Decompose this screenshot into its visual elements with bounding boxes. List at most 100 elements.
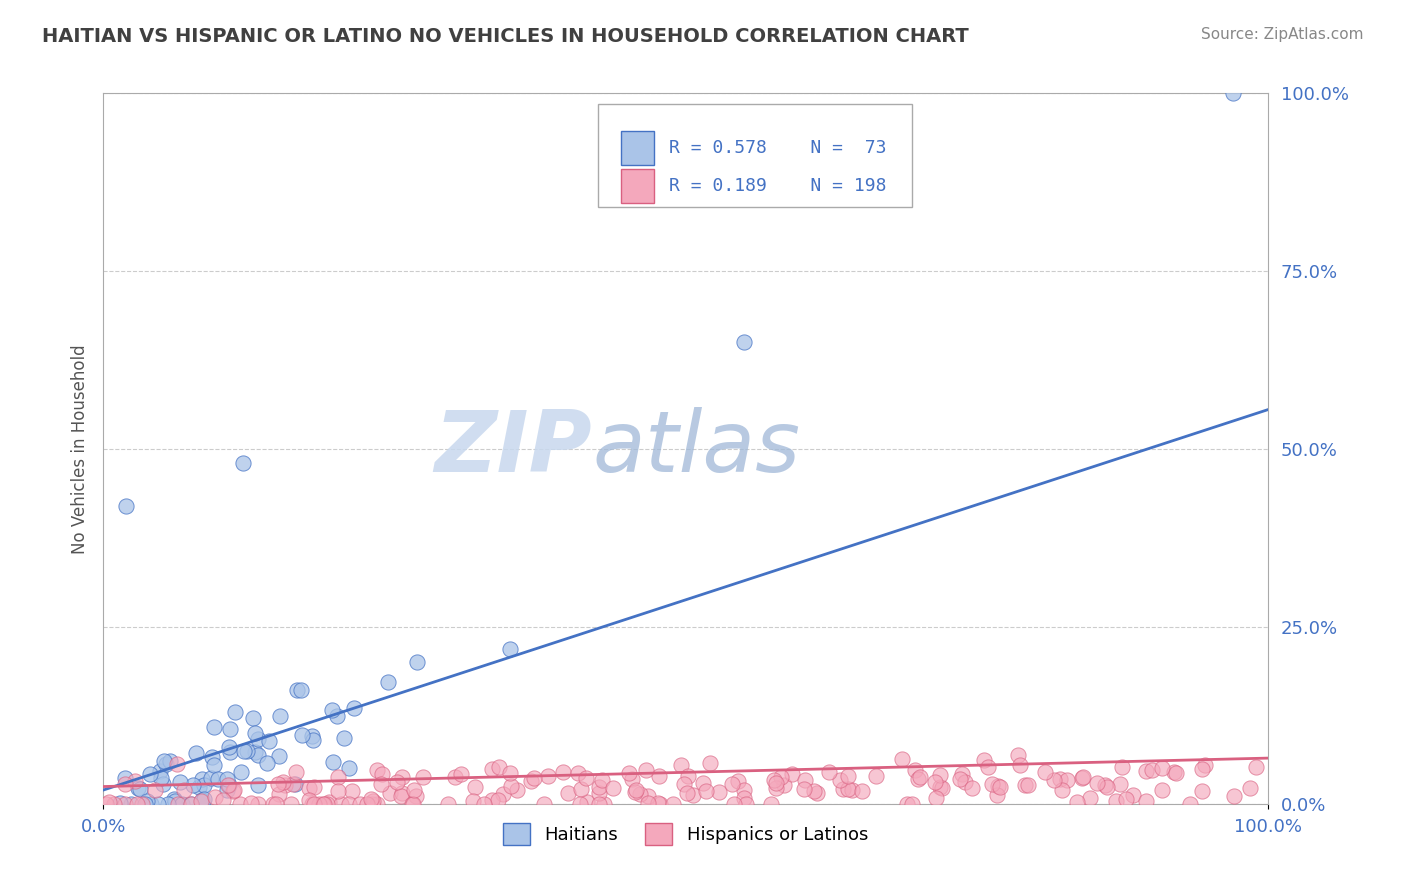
Point	[793, 781, 815, 796]
Point	[391, 786, 413, 800]
Point	[232, 456, 254, 470]
Point	[135, 794, 157, 808]
Point	[1033, 765, 1056, 780]
Point	[326, 784, 349, 798]
Point	[312, 797, 335, 812]
Point	[120, 797, 142, 811]
Point	[166, 756, 188, 771]
Point	[98, 796, 121, 810]
Point	[243, 726, 266, 740]
Point	[537, 769, 560, 783]
Point	[280, 797, 302, 812]
Point	[152, 777, 174, 791]
Point	[474, 797, 496, 812]
Point	[1178, 797, 1201, 812]
Point	[506, 782, 529, 797]
Point	[267, 749, 290, 764]
Point	[1014, 778, 1036, 792]
Point	[1071, 771, 1094, 785]
Point	[131, 797, 153, 812]
Point	[987, 779, 1010, 793]
Point	[1066, 795, 1088, 809]
Point	[950, 767, 973, 781]
Point	[624, 782, 647, 797]
Point	[114, 771, 136, 785]
Point	[865, 769, 887, 783]
Point	[1152, 782, 1174, 797]
Point	[662, 797, 685, 812]
Point	[360, 791, 382, 805]
Point	[128, 782, 150, 797]
Point	[499, 642, 522, 657]
Point	[623, 785, 645, 799]
Point	[890, 752, 912, 766]
Point	[817, 764, 839, 779]
Point	[436, 797, 458, 812]
Point	[1164, 765, 1187, 780]
Point	[337, 797, 360, 812]
Point	[247, 778, 270, 792]
Point	[318, 795, 340, 809]
Text: atlas: atlas	[592, 408, 800, 491]
Point	[215, 772, 238, 786]
Point	[924, 775, 946, 789]
Point	[676, 786, 699, 800]
Point	[588, 797, 610, 812]
Point	[201, 750, 224, 764]
Point	[256, 756, 278, 770]
Point	[837, 769, 859, 783]
Point	[301, 797, 323, 812]
Point	[647, 796, 669, 810]
Point	[557, 786, 579, 800]
Point	[450, 766, 472, 780]
Point	[114, 797, 136, 812]
Point	[733, 791, 755, 805]
Point	[488, 760, 510, 774]
Point	[617, 765, 640, 780]
Point	[1105, 794, 1128, 808]
Point	[326, 709, 349, 723]
Point	[931, 780, 953, 795]
Point	[219, 745, 242, 759]
Text: ZIP: ZIP	[434, 408, 592, 491]
Point	[333, 731, 356, 746]
Point	[499, 779, 522, 793]
Point	[1071, 770, 1094, 784]
Text: HAITIAN VS HISPANIC OR LATINO NO VEHICLES IN HOUSEHOLD CORRELATION CHART: HAITIAN VS HISPANIC OR LATINO NO VEHICLE…	[42, 27, 969, 45]
Point	[699, 756, 721, 771]
Point	[229, 797, 252, 812]
Point	[242, 711, 264, 725]
Point	[187, 780, 209, 794]
Point	[904, 764, 927, 778]
Point	[215, 783, 238, 797]
Point	[361, 797, 384, 812]
Point	[391, 789, 413, 804]
Point	[218, 739, 240, 754]
Point	[444, 770, 467, 784]
Point	[1095, 780, 1118, 794]
Point	[782, 767, 804, 781]
Point	[551, 764, 574, 779]
Point	[692, 776, 714, 790]
Point	[1043, 773, 1066, 788]
Point	[977, 760, 1000, 774]
Point	[723, 797, 745, 812]
Point	[193, 778, 215, 792]
Point	[637, 796, 659, 810]
Point	[620, 772, 643, 786]
Point	[391, 770, 413, 784]
Point	[302, 732, 325, 747]
Point	[267, 777, 290, 791]
Point	[169, 775, 191, 789]
Point	[648, 769, 671, 783]
Point	[264, 797, 287, 812]
Point	[245, 745, 267, 759]
Point	[321, 703, 343, 717]
Point	[567, 765, 589, 780]
Point	[312, 797, 335, 812]
Point	[406, 655, 429, 669]
Point	[1122, 788, 1144, 802]
Point	[591, 773, 613, 788]
Point	[193, 792, 215, 806]
Point	[239, 796, 262, 810]
